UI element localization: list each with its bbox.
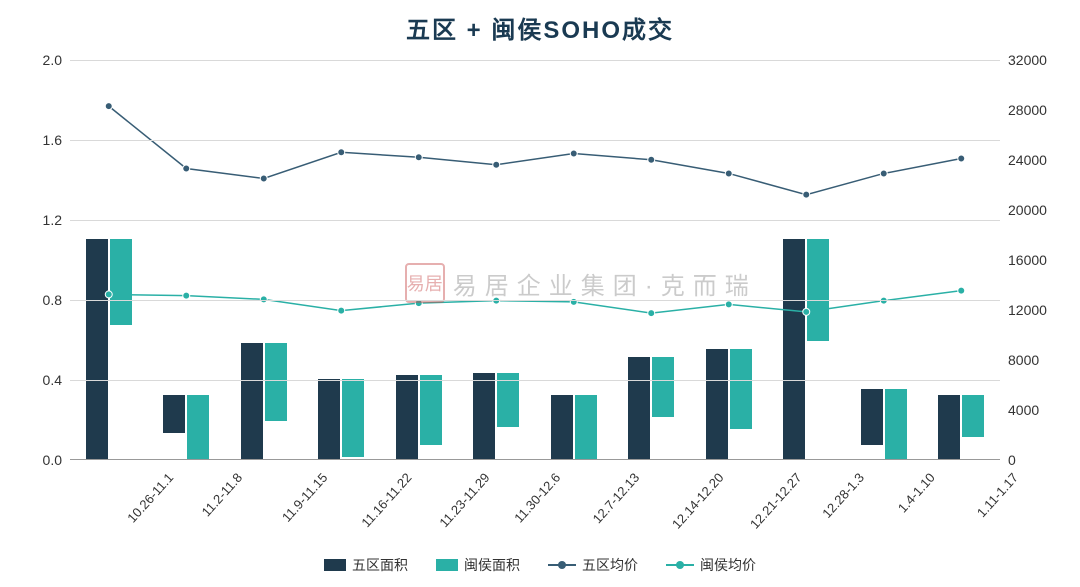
line-marker bbox=[648, 310, 655, 317]
y-axis-right: 040008000120001600020000240002800032000 bbox=[1000, 60, 1060, 460]
line-marker bbox=[803, 191, 810, 198]
y-tick-left: 0.8 bbox=[43, 292, 62, 308]
line-series bbox=[109, 106, 962, 195]
legend-dot-icon bbox=[676, 561, 684, 569]
line-series bbox=[109, 291, 962, 313]
legend-swatch bbox=[324, 559, 346, 571]
lines-layer bbox=[70, 60, 1000, 459]
x-label: 1.4-1.10 bbox=[895, 470, 938, 515]
line-marker bbox=[183, 165, 190, 172]
legend-item: 闽侯均价 bbox=[666, 555, 756, 575]
x-label: 11.30-12.6 bbox=[512, 470, 564, 526]
x-label: 1.11-1.17 bbox=[974, 470, 1021, 520]
line-marker bbox=[725, 170, 732, 177]
x-label: 12.28-1.3 bbox=[819, 470, 867, 521]
x-label: 12.14-12.20 bbox=[669, 470, 727, 532]
legend: 五区面积 闽侯面积 五区均价 闽侯均价 bbox=[30, 555, 1050, 575]
y-tick-right: 16000 bbox=[1008, 252, 1047, 268]
line-marker bbox=[105, 291, 112, 298]
legend-line-icon bbox=[666, 564, 694, 566]
legend-dot-icon bbox=[558, 561, 566, 569]
plot-area: 0.00.40.81.21.62.0 040008000120001600020… bbox=[70, 60, 1000, 460]
y-tick-left: 2.0 bbox=[43, 52, 62, 68]
x-axis: 10.26-11.1 11.2-11.8 11.9-11.15 11.16-11.22… bbox=[70, 465, 1000, 545]
x-label: 11.2-11.8 bbox=[199, 470, 246, 519]
y-tick-right: 24000 bbox=[1008, 152, 1047, 168]
chart-title: 五区 + 闽侯SOHO成交 bbox=[30, 10, 1050, 45]
gridline bbox=[70, 300, 1000, 301]
line-marker bbox=[725, 301, 732, 308]
gridline bbox=[70, 140, 1000, 141]
legend-item: 五区面积 bbox=[324, 555, 408, 575]
legend-label: 闽侯均价 bbox=[700, 555, 756, 575]
legend-swatch bbox=[436, 559, 458, 571]
line-marker bbox=[880, 170, 887, 177]
gridline bbox=[70, 380, 1000, 381]
legend-line-icon bbox=[548, 564, 576, 566]
gridline bbox=[70, 220, 1000, 221]
legend-label: 五区均价 bbox=[582, 555, 638, 575]
y-axis-left: 0.00.40.81.21.62.0 bbox=[30, 60, 70, 460]
y-tick-right: 4000 bbox=[1008, 402, 1039, 418]
y-tick-right: 0 bbox=[1008, 452, 1016, 468]
y-tick-right: 12000 bbox=[1008, 302, 1047, 318]
y-tick-left: 0.4 bbox=[43, 372, 62, 388]
x-label: 10.26-11.1 bbox=[124, 470, 176, 526]
x-label: 11.23-11.29 bbox=[436, 470, 492, 530]
gridline bbox=[70, 60, 1000, 61]
y-tick-left: 1.6 bbox=[43, 132, 62, 148]
line-marker bbox=[260, 175, 267, 182]
line-marker bbox=[803, 308, 810, 315]
plot-inner: 易居 易居企业集团·克而瑞 bbox=[70, 60, 1000, 460]
line-marker bbox=[648, 156, 655, 163]
line-marker bbox=[570, 150, 577, 157]
x-label: 11.16-11.22 bbox=[359, 470, 415, 530]
y-tick-left: 1.2 bbox=[43, 212, 62, 228]
y-tick-right: 20000 bbox=[1008, 202, 1047, 218]
legend-label: 五区面积 bbox=[352, 555, 408, 575]
x-label: 12.21-12.27 bbox=[747, 470, 805, 532]
x-label: 12.7-12.13 bbox=[589, 470, 642, 526]
y-tick-right: 32000 bbox=[1008, 52, 1047, 68]
legend-label: 闽侯面积 bbox=[464, 555, 520, 575]
y-tick-right: 8000 bbox=[1008, 352, 1039, 368]
line-marker bbox=[493, 161, 500, 168]
y-tick-right: 28000 bbox=[1008, 102, 1047, 118]
line-marker bbox=[338, 307, 345, 314]
line-marker bbox=[958, 287, 965, 294]
line-marker bbox=[958, 155, 965, 162]
line-marker bbox=[105, 103, 112, 110]
line-marker bbox=[183, 292, 190, 299]
line-marker bbox=[338, 149, 345, 156]
legend-item: 五区均价 bbox=[548, 555, 638, 575]
line-marker bbox=[415, 154, 422, 161]
chart-container: 五区 + 闽侯SOHO成交 0.00.40.81.21.62.0 0400080… bbox=[0, 0, 1080, 587]
legend-item: 闽侯面积 bbox=[436, 555, 520, 575]
x-label: 11.9-11.15 bbox=[279, 470, 330, 525]
y-tick-left: 0.0 bbox=[43, 452, 62, 468]
